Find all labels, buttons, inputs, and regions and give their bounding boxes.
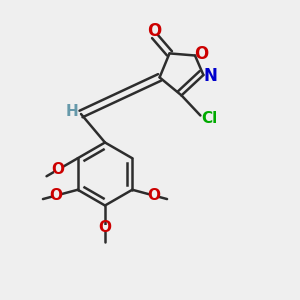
Text: O: O <box>50 188 62 203</box>
Text: O: O <box>98 220 112 236</box>
Text: N: N <box>203 67 217 85</box>
FancyBboxPatch shape <box>149 28 158 34</box>
FancyBboxPatch shape <box>150 192 158 199</box>
Text: H: H <box>66 103 78 118</box>
FancyBboxPatch shape <box>52 192 60 199</box>
Text: O: O <box>52 162 65 177</box>
FancyBboxPatch shape <box>54 166 62 173</box>
FancyBboxPatch shape <box>203 115 212 121</box>
FancyBboxPatch shape <box>206 72 214 79</box>
FancyBboxPatch shape <box>68 109 76 115</box>
Text: O: O <box>148 188 160 203</box>
Text: Cl: Cl <box>201 111 218 126</box>
Text: O: O <box>147 22 161 40</box>
FancyBboxPatch shape <box>196 51 206 57</box>
FancyBboxPatch shape <box>101 225 109 231</box>
Text: O: O <box>194 45 208 63</box>
